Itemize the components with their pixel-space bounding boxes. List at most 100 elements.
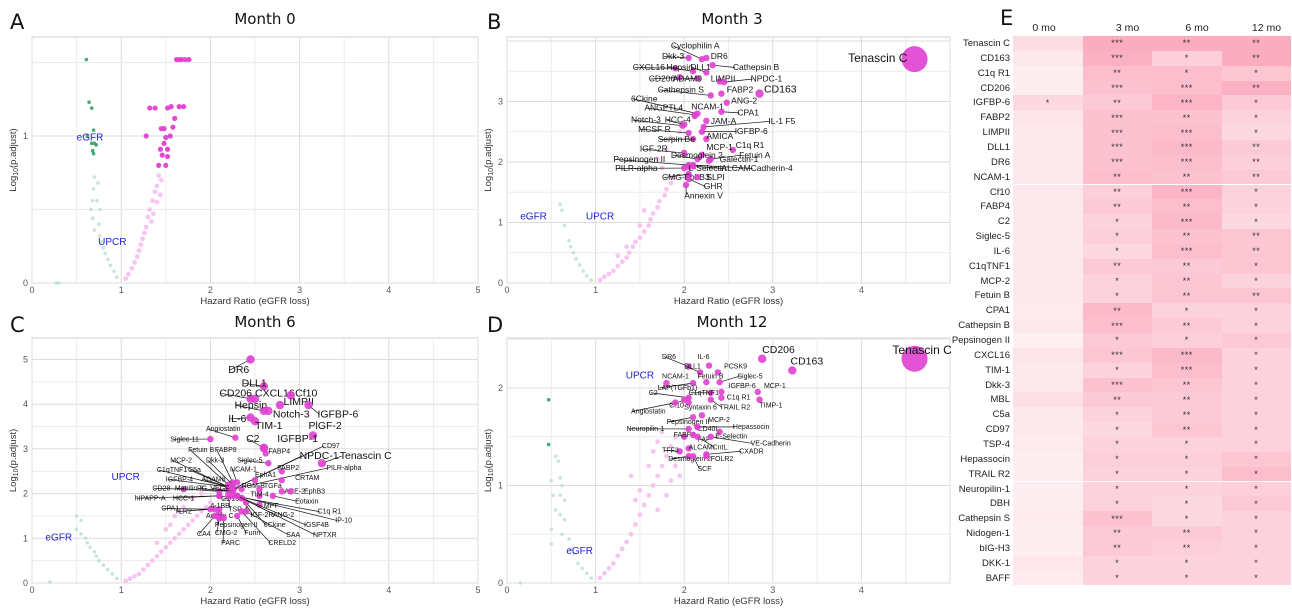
data-point-down-significant	[89, 141, 94, 146]
point-label: PlGF-2	[309, 420, 342, 432]
data-point-down-nonsignificant	[110, 572, 115, 576]
y-axis-label: Log10(p.adjust)	[483, 429, 495, 492]
data-point-up-nonsignificant	[646, 463, 652, 469]
data-point-up-nonsignificant	[129, 265, 135, 271]
leader-line	[672, 154, 698, 160]
heatmap-cell	[1013, 318, 1083, 333]
point-label: CMG-2	[215, 530, 238, 537]
data-point-up-significant	[164, 153, 171, 160]
point-label: C2	[246, 433, 260, 445]
data-point-up-significant	[163, 134, 169, 141]
point-label: CD206	[762, 344, 795, 356]
data-point-up-nonsignificant	[181, 504, 187, 510]
point-label: PCSK9	[724, 364, 747, 371]
point-label: MCSF R	[638, 124, 671, 134]
point-label: ALCAM	[689, 444, 713, 451]
heatmap-cell: *	[1152, 333, 1222, 348]
point-label: IGSF4B	[304, 522, 329, 529]
point-label: Cf10	[295, 388, 317, 400]
point-label: Tenascin C	[340, 450, 392, 462]
y-tick-label: 4	[23, 399, 28, 409]
data-point-down-nonsignificant	[558, 475, 562, 480]
data-point-down-nonsignificant	[112, 269, 116, 274]
data-point-up-nonsignificant	[655, 439, 661, 445]
data-point-up-nonsignificant	[624, 244, 630, 250]
labeled-point	[756, 396, 763, 403]
heatmap-cell: *	[1152, 65, 1222, 81]
labeled-point	[681, 121, 688, 128]
heatmap-cell	[1013, 110, 1083, 126]
highlight-label: UPCR	[586, 211, 614, 222]
point-label: 4-1BB	[210, 503, 230, 510]
leader-line	[668, 416, 694, 423]
heatmap-cell: *	[1082, 451, 1152, 467]
data-point-up-nonsignificant	[664, 453, 669, 459]
heatmap-cell	[1013, 184, 1083, 200]
data-point-down-nonsignificant	[589, 278, 593, 282]
point-label: CRELD2	[268, 540, 296, 547]
labeled-point	[681, 149, 688, 157]
heatmap-cell: ***	[1152, 347, 1222, 363]
leader-line	[650, 76, 680, 80]
point-label: PARC	[221, 540, 240, 547]
heatmap-cell: *	[1221, 392, 1291, 408]
data-point-down-nonsignificant	[54, 281, 58, 285]
heatmap-cell	[1013, 199, 1083, 215]
heatmap-cell: *	[1152, 50, 1222, 66]
point-label: Hepsin	[234, 400, 267, 412]
leader-line	[272, 495, 298, 502]
point-label: MCP-1	[764, 383, 786, 390]
data-point-up-nonsignificant	[208, 500, 213, 505]
data-point-down-nonsignificant	[581, 269, 585, 273]
heatmap-row-label: C1qTNF1	[968, 260, 1010, 272]
point-label: FAP	[697, 437, 711, 444]
heatmap-cell: **	[1152, 392, 1222, 408]
heatmap-cell: *	[1221, 377, 1291, 393]
leader-line	[641, 148, 685, 154]
heatmap-cell: **	[1082, 258, 1152, 274]
data-point-up-significant	[167, 133, 173, 139]
x-tick-label: 5	[475, 285, 480, 295]
point-label: CD40L	[697, 426, 719, 433]
data-point-down-nonsignificant	[79, 532, 83, 536]
x-axis-label: Hazard Ratio (eGFR loss)	[674, 596, 783, 607]
data-point-up-nonsignificant	[199, 491, 204, 496]
data-point-up-nonsignificant	[641, 208, 647, 213]
heatmap-cell: *	[1221, 347, 1291, 363]
panel-title-d: Month 12	[696, 313, 768, 331]
labeled-point	[682, 181, 690, 189]
point-label: C1qTNF1	[157, 467, 187, 474]
data-point-up-nonsignificant	[136, 571, 142, 577]
point-label: IGFBP-6	[729, 383, 756, 390]
leader-line	[236, 405, 264, 412]
labeled-point	[256, 492, 263, 500]
heatmap-cell: *	[1221, 184, 1291, 200]
heatmap-cell	[1013, 50, 1083, 66]
leader-line	[236, 515, 247, 534]
point-label: FABP8	[215, 447, 237, 454]
data-point-up-nonsignificant	[628, 473, 634, 479]
data-point-down-nonsignificant	[97, 207, 102, 212]
point-label: PILR-alpha	[615, 163, 658, 173]
heatmap-row-label: IL-6	[993, 245, 1010, 257]
x-tick-label: 4	[859, 285, 864, 295]
labeled-point	[685, 129, 692, 137]
heatmap-cell: *	[1152, 451, 1222, 467]
y-axis-label: Log10(p.adjust)	[8, 429, 20, 492]
leader-line	[241, 511, 271, 544]
point-label: 6Ckine	[631, 94, 658, 104]
data-point-down-nonsignificant	[92, 549, 97, 554]
data-point-up-nonsignificant	[668, 180, 674, 186]
point-label: Serpin Be	[658, 134, 696, 144]
heatmap-cell: *	[1082, 243, 1152, 259]
heatmap-cell: *	[1082, 362, 1152, 378]
point-label: Notch-3	[273, 409, 310, 421]
x-tick-label: 2	[682, 285, 687, 295]
heatmap-cell	[1013, 422, 1083, 437]
point-label: ANGPTL4	[644, 103, 683, 113]
data-point-down-nonsignificant	[91, 187, 96, 191]
heatmap-cell: **	[1082, 392, 1152, 408]
labeled-point	[694, 155, 701, 163]
heatmap-row-label: Nidogen-1	[966, 528, 1010, 540]
